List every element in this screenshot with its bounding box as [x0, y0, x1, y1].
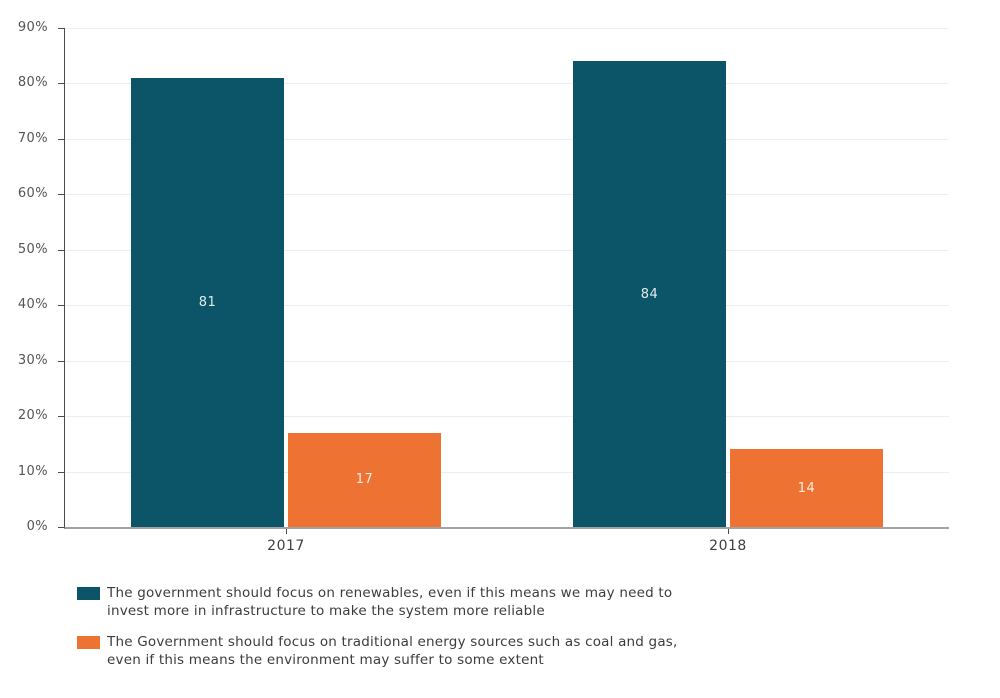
legend-label-line: invest more in infrastructure to make th… — [107, 603, 545, 619]
gridline-10 — [65, 471, 949, 473]
y-axis-label-60: 60% — [17, 186, 48, 202]
gridline-30 — [65, 360, 949, 362]
gridline-70 — [65, 138, 949, 140]
legend-swatch-icon — [77, 636, 100, 649]
y-axis-label-40: 40% — [17, 297, 48, 313]
y-axis-label-30: 30% — [17, 352, 48, 368]
legend-item-0[interactable]: The government should focus on renewable… — [77, 584, 678, 620]
y-axis-tick-20 — [58, 416, 64, 418]
x-axis-tick-2018 — [728, 529, 729, 534]
bar-2017-series-1[interactable]: 17 — [288, 432, 441, 527]
gridline-40 — [65, 305, 949, 307]
legend-label-line: The Government should focus on tradition… — [107, 634, 678, 650]
y-axis-label-20: 20% — [17, 408, 48, 424]
bar-value-label: 81 — [198, 294, 217, 310]
bar-2018-series-0[interactable]: 84 — [573, 61, 726, 527]
y-axis-tick-60 — [58, 194, 64, 196]
bar-value-label: 17 — [355, 472, 374, 488]
legend-label: The Government should focus on tradition… — [107, 633, 678, 669]
gridline-80 — [65, 83, 949, 85]
y-axis-tick-10 — [58, 471, 64, 473]
y-axis-tick-40 — [58, 305, 64, 307]
y-axis-label-0: 0% — [26, 519, 48, 534]
bar-2017-series-0[interactable]: 81 — [131, 77, 284, 527]
y-axis-tick-70 — [58, 138, 64, 140]
gridline-20 — [65, 416, 949, 418]
x-axis-label-2017: 2017 — [267, 538, 305, 554]
y-axis-label-10: 10% — [17, 463, 48, 479]
legend-label-line: The government should focus on renewable… — [107, 585, 673, 601]
gridline-90 — [65, 28, 949, 29]
x-axis-tick-2017 — [286, 529, 287, 534]
gridline-60 — [65, 194, 949, 196]
y-axis-tick-0 — [58, 527, 64, 528]
legend-label-line: even if this means the environment may s… — [107, 652, 544, 668]
bar-value-label: 84 — [640, 286, 659, 302]
legend-swatch-icon — [77, 587, 100, 600]
y-axis-label-70: 70% — [17, 130, 48, 146]
bar-2018-series-1[interactable]: 14 — [730, 449, 883, 527]
x-axis: 2017 2018 — [65, 529, 949, 559]
legend-label: The government should focus on renewable… — [107, 584, 672, 620]
bar-value-label: 14 — [797, 480, 816, 496]
plot-area: 81 17 84 14 — [64, 28, 949, 529]
legend: The government should focus on renewable… — [77, 584, 678, 682]
y-axis: 0% 10% 20% 30% 40% 50% 60% 70% 80% 90% — [0, 20, 64, 534]
y-axis-tick-50 — [58, 249, 64, 251]
legend-item-1[interactable]: The Government should focus on tradition… — [77, 633, 678, 669]
y-axis-label-50: 50% — [17, 241, 48, 257]
y-axis-label-90: 90% — [17, 20, 48, 35]
x-axis-label-2018: 2018 — [709, 538, 747, 554]
gridline-50 — [65, 249, 949, 251]
y-axis-tick-80 — [58, 83, 64, 85]
y-axis-tick-90 — [58, 28, 64, 29]
y-axis-tick-30 — [58, 360, 64, 362]
y-axis-label-80: 80% — [17, 75, 48, 91]
